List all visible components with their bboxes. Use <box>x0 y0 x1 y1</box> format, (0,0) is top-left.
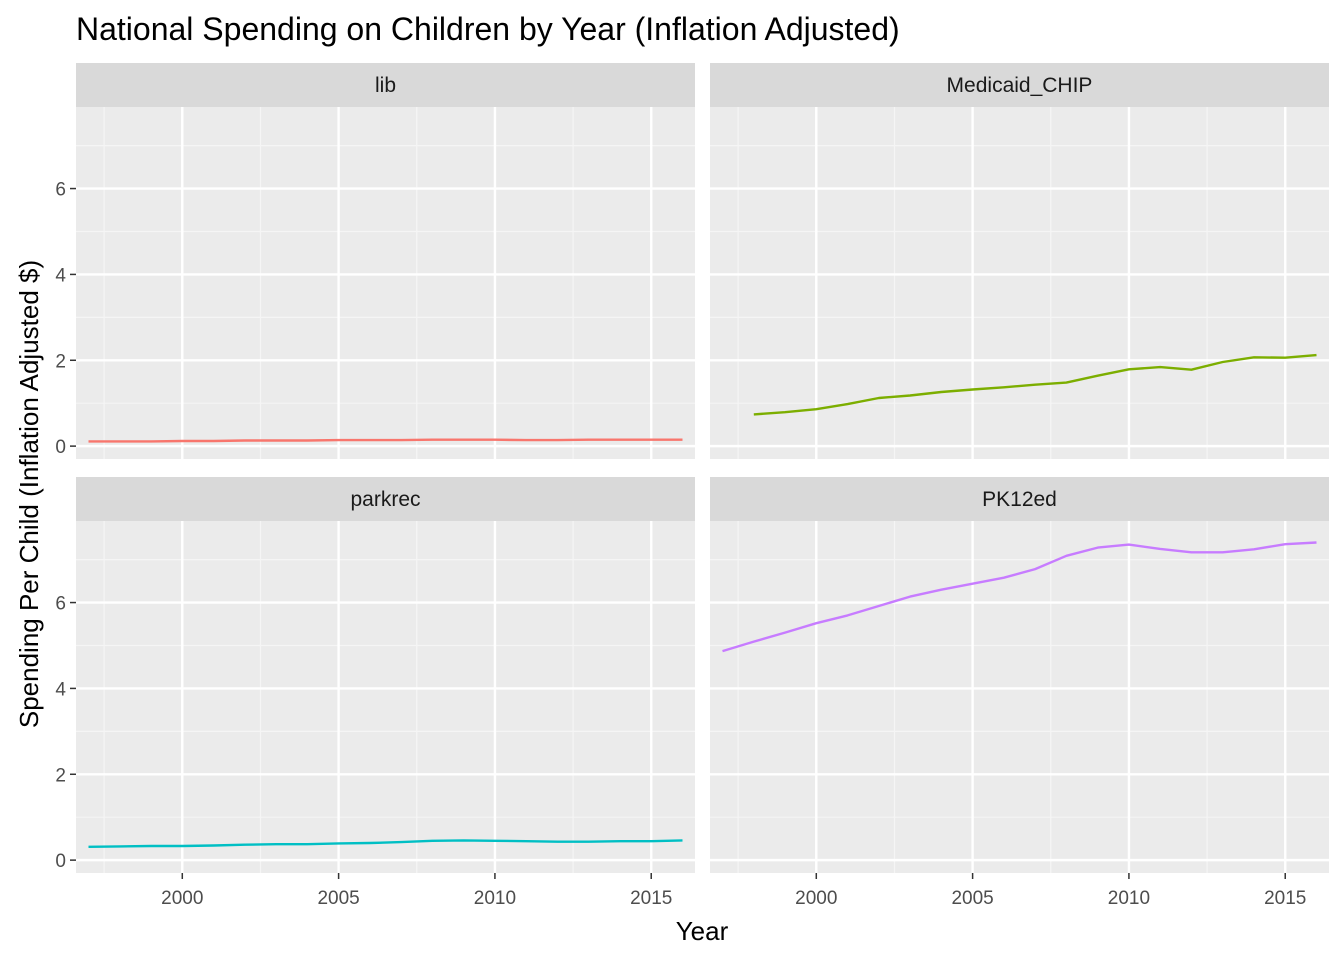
y-tick-label: 0 <box>55 851 66 872</box>
facet-strip <box>76 63 695 107</box>
facet-strip-label: lib <box>375 74 396 97</box>
panel-background <box>76 107 695 459</box>
panel-background <box>76 521 695 873</box>
facet-strip-label: Medicaid_CHIP <box>947 74 1093 97</box>
x-tick-label: 2015 <box>630 888 672 909</box>
facet-panel-PK12ed: PK12ed 2000 2005 2010 2015 <box>710 477 1329 909</box>
facet-strip-label: parkrec <box>350 488 420 511</box>
facet-panel-Medicaid_CHIP: Medicaid_CHIP <box>710 63 1329 459</box>
x-tick-label: 2005 <box>951 888 993 909</box>
x-tick-label: 2015 <box>1264 888 1306 909</box>
facet-strip <box>710 63 1329 107</box>
y-tick-label: 6 <box>55 594 66 615</box>
x-tick-label: 2010 <box>1108 888 1150 909</box>
x-tick-label: 2010 <box>474 888 516 909</box>
x-tick-label: 2000 <box>795 888 837 909</box>
facet-strip <box>76 477 695 521</box>
chart-title: National Spending on Children by Year (I… <box>76 11 900 47</box>
y-axis-title: Spending Per Child (Inflation Adjusted $… <box>14 260 44 728</box>
y-tick-label: 6 <box>55 180 66 201</box>
x-tick-label: 2000 <box>161 888 203 909</box>
facet-panel-parkrec: parkrec 0 2 4 6 2000 2005 2010 2015 <box>55 477 695 909</box>
series-line-parkrec <box>88 839 683 848</box>
facet-strip-label: PK12ed <box>982 488 1057 511</box>
y-tick-label: 4 <box>55 265 66 286</box>
x-axis-title: Year <box>676 916 729 946</box>
series-line-Medicaid_CHIP <box>753 353 1317 416</box>
panel-background <box>710 107 1329 459</box>
x-tick-label: 2005 <box>317 888 359 909</box>
y-tick-label: 2 <box>55 765 66 786</box>
y-tick-label: 0 <box>55 437 66 458</box>
panel-background <box>710 521 1329 873</box>
series-line-PK12ed <box>722 541 1317 653</box>
series-line-lib <box>88 438 683 443</box>
facet-strip <box>710 477 1329 521</box>
facet-panel-lib: lib 0 2 4 6 <box>55 63 695 459</box>
y-tick-label: 2 <box>55 351 66 372</box>
y-tick-label: 4 <box>55 679 66 700</box>
